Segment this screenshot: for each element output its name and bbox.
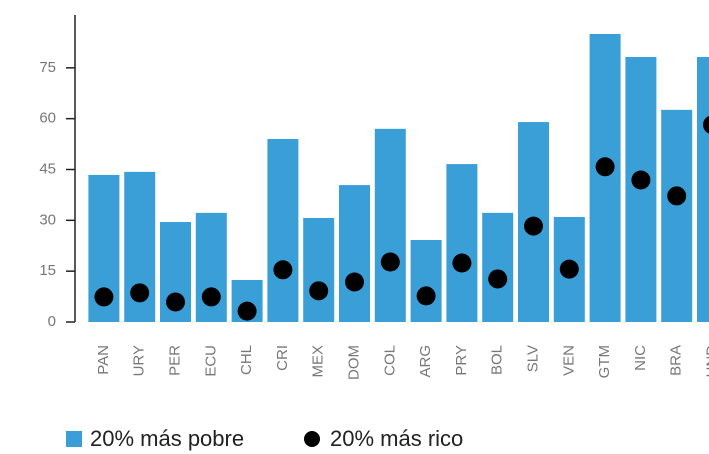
dot [595,157,615,177]
dot [166,292,185,312]
dot [631,170,651,190]
dot [309,281,329,301]
x-tick-label: BRA [668,345,685,376]
bar [589,33,621,322]
dot [237,301,257,321]
y-tick-label: 0 [48,313,56,330]
bar [697,56,709,322]
y-tick-label: 45 [39,160,56,177]
x-tick-label: PRY [453,345,470,376]
dot [524,216,543,236]
x-tick-label: URY [131,345,148,376]
bar [446,164,478,322]
x-tick-label: MEX [310,345,327,378]
y-tick-label: 15 [39,262,56,279]
dot [273,260,293,280]
x-tick-label: SLV [524,345,541,372]
dot [452,253,472,273]
y-tick-label: 75 [39,59,56,76]
x-tick-label: CRI [274,345,291,371]
x-tick-label: PAN [95,345,112,375]
dot [345,272,364,292]
x-tick-label: NIC [632,345,649,371]
x-tick-label: ECU [202,345,219,377]
dot [667,186,687,206]
bar [303,217,335,322]
x-tick-label: ARG [417,345,434,378]
bar [339,185,370,322]
x-tick-label: BOL [489,345,506,375]
x-tick-label: GTM [596,345,613,378]
bar [661,109,693,322]
bar [482,212,514,322]
x-tick-label: VEN [560,345,577,376]
bar [267,139,299,322]
dot [94,287,114,307]
dot [488,269,508,289]
x-tick-label: PER [166,345,183,376]
x-tick-label: COL [381,345,398,376]
x-tick-label: HND [703,345,709,378]
legend-label: 20% más pobre [90,426,244,451]
legend-swatch [66,431,82,447]
dot [416,286,436,306]
x-tick-label: DOM [345,345,362,380]
y-tick-label: 60 [39,110,56,127]
legend-swatch [304,431,320,447]
dot [130,283,150,303]
dot [201,287,221,307]
y-tick-label: 30 [39,211,56,228]
dot [703,115,709,134]
bar [410,239,442,322]
dot [380,252,400,272]
dot [559,259,579,279]
legend-label: 20% más rico [330,426,463,451]
bar [374,128,406,322]
x-tick-label: CHL [238,345,255,375]
